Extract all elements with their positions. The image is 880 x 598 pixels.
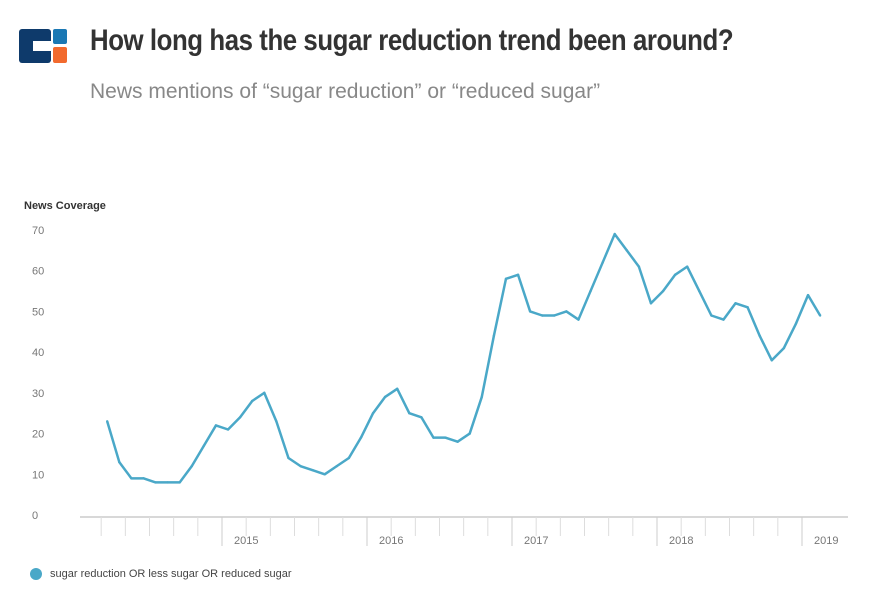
data-point — [432, 436, 435, 439]
chart-title: How long has the sugar reduction trend b… — [90, 24, 734, 57]
data-point — [396, 387, 399, 390]
data-point — [661, 289, 665, 293]
y-tick-label: 40 — [32, 347, 44, 359]
y-tick-label: 20 — [32, 429, 44, 441]
data-point — [323, 473, 326, 476]
data-point — [589, 289, 592, 293]
data-point — [214, 424, 218, 427]
data-point — [444, 436, 447, 439]
x-tick-label: 2016 — [379, 535, 403, 547]
data-point — [710, 314, 713, 317]
data-point — [335, 464, 338, 468]
data-point — [758, 334, 761, 338]
data-point — [746, 306, 749, 309]
data-point — [504, 277, 508, 281]
data-point — [371, 412, 375, 415]
data-point — [492, 334, 496, 338]
data-point — [118, 460, 121, 464]
data-point — [178, 481, 181, 484]
legend-label: sugar reduction OR less sugar OR reduced… — [50, 568, 292, 580]
data-point — [347, 456, 351, 460]
data-point — [238, 416, 242, 419]
y-tick-label: 70 — [32, 225, 44, 237]
data-point — [154, 481, 157, 484]
data-point — [106, 420, 109, 423]
data-point — [383, 395, 387, 399]
x-tick-label: 2018 — [669, 535, 693, 547]
data-point — [456, 440, 459, 443]
company-logo — [19, 29, 67, 63]
data-point — [359, 436, 363, 439]
data-point — [649, 302, 653, 305]
data-point — [226, 428, 230, 431]
data-point — [625, 249, 628, 252]
y-tick-label: 60 — [32, 266, 44, 278]
data-point — [311, 469, 314, 472]
data-point — [541, 314, 544, 317]
data-point — [637, 265, 641, 268]
data-point — [794, 322, 798, 325]
y-tick-label: 10 — [32, 469, 44, 481]
data-point — [722, 318, 725, 321]
data-point — [818, 314, 822, 317]
data-point — [516, 273, 520, 276]
data-point — [770, 359, 773, 362]
data-point — [565, 310, 568, 313]
data-point — [480, 395, 483, 399]
chart-subtitle: News mentions of “sugar reduction” or “r… — [90, 80, 601, 103]
x-tick-label: 2017 — [524, 535, 548, 547]
data-point — [420, 416, 423, 419]
x-tick-label: 2019 — [814, 535, 838, 547]
data-point — [734, 302, 737, 305]
data-point — [468, 432, 471, 435]
legend: sugar reduction OR less sugar OR reduced… — [30, 568, 292, 580]
y-tick-label: 0 — [32, 510, 38, 522]
data-point — [251, 399, 254, 403]
data-point — [553, 314, 556, 317]
data-point — [263, 391, 266, 395]
data-point — [275, 420, 278, 423]
data-point — [528, 310, 532, 313]
data-point — [806, 293, 810, 297]
legend-swatch — [30, 568, 42, 580]
series-line — [106, 232, 822, 484]
data-point — [601, 261, 604, 264]
data-point — [202, 444, 206, 447]
data-point — [190, 464, 193, 468]
data-point — [408, 412, 411, 415]
data-point — [673, 273, 677, 276]
data-point — [577, 318, 580, 321]
data-point — [686, 265, 689, 268]
data-point — [142, 477, 145, 480]
data-point — [698, 289, 701, 293]
data-point — [287, 456, 290, 460]
y-tick-label: 50 — [32, 306, 44, 318]
y-tick-label: 30 — [32, 388, 44, 400]
data-point — [130, 477, 133, 480]
data-point — [166, 481, 169, 484]
data-point — [782, 346, 786, 350]
y-axis-label: News Coverage — [24, 200, 106, 212]
data-point — [299, 464, 302, 468]
data-point — [613, 232, 616, 236]
x-tick-label: 2015 — [234, 535, 258, 547]
